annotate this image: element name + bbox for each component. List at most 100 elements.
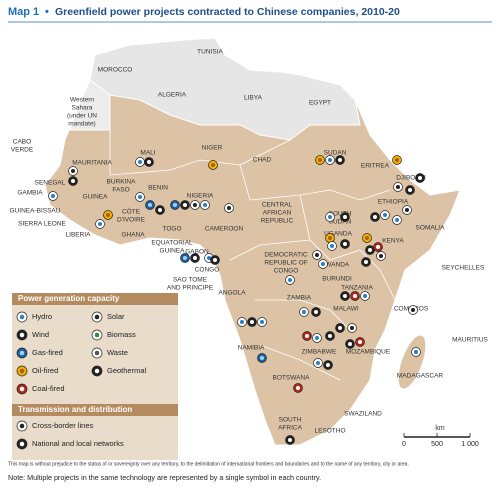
icon-core: [192, 255, 198, 261]
icon-core: [226, 205, 232, 211]
icon-core: [352, 293, 358, 299]
icon-core: [202, 202, 208, 208]
icon-core: [378, 253, 384, 259]
country-label: MAURITIUS: [452, 337, 488, 344]
icon-core: [249, 319, 255, 325]
legend-item: Wind: [32, 330, 49, 339]
icon-core: [317, 157, 323, 163]
icon-core: [347, 341, 353, 347]
legend-item: Gas-fired: [32, 348, 63, 357]
country-label: TANZANIA: [341, 285, 373, 292]
icon-core: [19, 314, 25, 320]
country-label: ZIMBABWE: [302, 349, 337, 356]
icon-core: [364, 235, 370, 241]
icon-core: [19, 368, 25, 374]
icon-core: [367, 247, 373, 253]
icon-core: [70, 168, 76, 174]
icon-core: [19, 441, 25, 447]
icon-core: [375, 244, 381, 250]
legend-item: Geothermal: [107, 366, 147, 375]
legend-item: Cross-border lines: [32, 421, 94, 430]
icon-core: [137, 159, 143, 165]
icon-core: [327, 214, 333, 220]
icon-core: [413, 349, 419, 355]
icon-core: [259, 355, 265, 361]
country-label: REPUBLIC OF: [264, 260, 307, 267]
icon-core: [394, 217, 400, 223]
country-label: LIBYA: [244, 95, 263, 102]
country-label: BURUNDI: [322, 276, 352, 283]
icon-core: [314, 252, 320, 258]
icon-core: [327, 333, 333, 339]
country-label: NAMIBIA: [238, 345, 265, 352]
icon-core: [212, 257, 218, 263]
country-label: LIBERIA: [66, 232, 92, 239]
icon-core: [295, 385, 301, 391]
country-label: TUNISIA: [197, 49, 223, 56]
icon-core: [157, 207, 163, 213]
icon-core: [362, 293, 368, 299]
country-label: SUDAN: [324, 150, 347, 157]
icon-core: [357, 339, 363, 345]
country-label: SWAZILAND: [344, 411, 382, 418]
country-label: BURKINA: [107, 179, 137, 186]
icon-core: [94, 350, 100, 356]
country-label: (under UN: [67, 113, 97, 120]
country-label: NIGERIA: [187, 193, 214, 200]
icon-core: [342, 241, 348, 247]
icon-core: [382, 212, 388, 218]
country-label: VERDE: [11, 147, 34, 154]
icon-core: [94, 332, 100, 338]
icon-core: [327, 235, 333, 241]
country-label: BOTSWANA: [273, 375, 311, 382]
country-label: SOMALIA: [416, 225, 446, 232]
country-label: SUDAN: [329, 219, 352, 226]
country-label: D'IVOIRE: [117, 217, 146, 224]
legend-item: Solar: [107, 312, 125, 321]
country-label: CHAD: [253, 157, 272, 164]
country-label: DEMOCRATIC: [264, 252, 308, 259]
icon-core: [50, 193, 56, 199]
country-label: MOROCCO: [98, 67, 133, 74]
legend-header: [12, 404, 178, 416]
icon-core: [259, 319, 265, 325]
legend-item: Hydro: [32, 312, 52, 321]
icon-core: [19, 423, 25, 429]
legend-item: Coal-fired: [32, 384, 65, 393]
country-label: MALI: [140, 150, 155, 157]
icon-core: [94, 314, 100, 320]
separator: •: [45, 6, 49, 18]
country-label: AFRICA: [278, 425, 303, 432]
icon-core: [287, 437, 293, 443]
country-label: SIERRA LEONE: [18, 221, 66, 228]
icon-core: [182, 255, 188, 261]
icon-core: [349, 325, 355, 331]
icon-core: [320, 261, 326, 267]
country-label: CONGO: [195, 267, 220, 274]
country-label: AFRICAN: [263, 210, 292, 217]
country-label: GHANA: [121, 232, 145, 239]
country-label: MADAGASCAR: [397, 373, 444, 380]
icon-core: [192, 202, 198, 208]
country-label: GABON: [185, 249, 209, 256]
icon-core: [314, 335, 320, 341]
icon-core: [394, 157, 400, 163]
country-label: DJIBOUTI: [396, 175, 426, 182]
scale-label: 1 000: [461, 441, 479, 448]
country-label: MAURITANIA: [72, 160, 112, 167]
icon-core: [19, 350, 25, 356]
map-label: Map 1: [8, 6, 39, 18]
icon-core: [97, 221, 103, 227]
western-sahara: [69, 79, 111, 131]
country-label: SOUTH: [279, 417, 302, 424]
country-label: SOUTH: [329, 211, 352, 218]
country-label: ANGOLA: [218, 290, 246, 297]
icon-core: [342, 214, 348, 220]
legend-title: Transmission and distribution: [18, 405, 132, 414]
icon-core: [70, 178, 76, 184]
icon-core: [313, 309, 319, 315]
icon-core: [287, 277, 293, 283]
country-label: AND PRINCIPE: [167, 285, 214, 292]
icon-core: [304, 333, 310, 339]
